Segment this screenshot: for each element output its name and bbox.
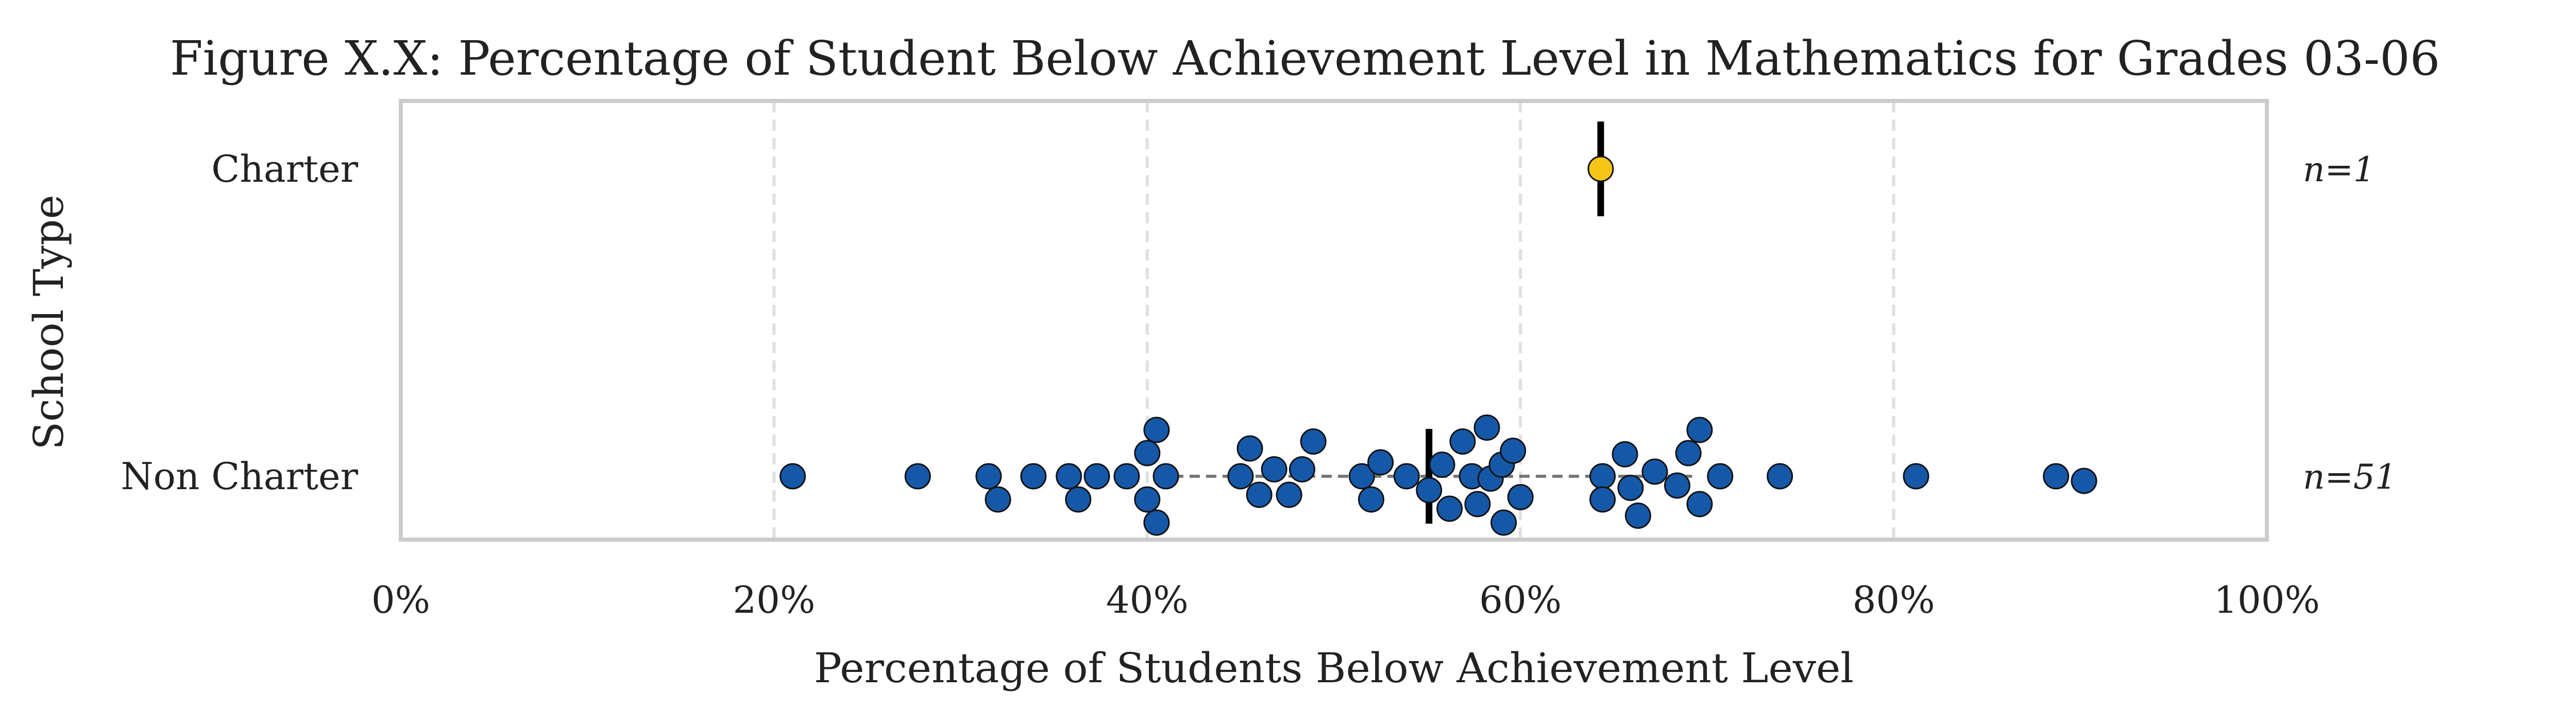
x-tick-label: 100% <box>2214 578 2320 621</box>
data-point <box>1612 441 1638 468</box>
data-points <box>779 155 2097 536</box>
x-tick-label: 80% <box>1853 578 1935 621</box>
n-label: n=51 <box>2303 457 2397 497</box>
data-point <box>1143 417 1170 443</box>
data-point <box>1289 456 1315 482</box>
data-point <box>1246 481 1273 508</box>
data-point <box>1490 509 1517 536</box>
data-point <box>1153 463 1179 490</box>
x-tick-labels: 0% 20% 40% 60% 80% 100% <box>371 578 2320 621</box>
data-point <box>1348 463 1375 490</box>
data-point <box>1393 463 1420 490</box>
data-point <box>1367 449 1394 476</box>
data-point <box>1675 440 1702 466</box>
data-point <box>1617 475 1644 501</box>
data-point <box>985 486 1011 513</box>
data-point <box>1083 463 1110 490</box>
data-point <box>1436 495 1463 522</box>
y-tick-labels: Charter Non Charter <box>121 147 359 498</box>
x-tick-label: 20% <box>733 578 815 621</box>
y-tick-label: Charter <box>211 147 358 191</box>
data-point <box>779 463 806 490</box>
data-point <box>1624 503 1651 529</box>
data-point <box>1134 486 1161 513</box>
data-point <box>1261 456 1287 482</box>
x-tick-label: 60% <box>1479 578 1562 621</box>
data-point <box>1589 486 1616 513</box>
x-axis-label: Percentage of Students Below Achievement… <box>814 644 1854 692</box>
data-point <box>1227 463 1254 490</box>
data-point <box>1056 463 1082 490</box>
n-labels: n=1 n=51 <box>2303 150 2397 497</box>
data-point <box>1507 484 1534 510</box>
chart-title: Figure X.X: Percentage of Student Below … <box>170 31 2440 86</box>
data-point <box>1416 477 1443 504</box>
data-point <box>1236 435 1263 462</box>
data-point <box>1065 486 1092 513</box>
data-point <box>1300 428 1327 455</box>
n-label: n=1 <box>2303 150 2375 189</box>
y-axis-label: School Type <box>25 195 73 450</box>
data-point <box>1464 491 1491 517</box>
data-point <box>1276 481 1302 508</box>
data-point <box>1449 428 1476 455</box>
data-point <box>1589 463 1616 490</box>
data-point <box>975 463 1002 490</box>
data-point <box>1587 155 1614 182</box>
data-point <box>1020 463 1047 490</box>
data-point <box>1500 438 1527 464</box>
data-point <box>2071 468 2097 494</box>
data-point <box>1113 463 1140 490</box>
data-point <box>1358 486 1384 513</box>
data-point <box>1134 440 1161 466</box>
data-point <box>1641 458 1668 485</box>
data-point <box>1143 509 1170 536</box>
data-point <box>2043 463 2070 490</box>
plot-frame <box>399 99 2269 542</box>
x-tick-label: 40% <box>1106 578 1189 621</box>
data-point <box>1429 452 1455 478</box>
x-tick-label: 0% <box>371 578 430 621</box>
y-tick-label: Non Charter <box>121 455 359 498</box>
data-point <box>1686 417 1713 443</box>
data-point <box>1473 414 1500 441</box>
data-point <box>1707 463 1734 490</box>
data-point <box>904 463 931 490</box>
data-point <box>1903 463 1929 490</box>
data-point <box>1664 472 1690 499</box>
data-point <box>1767 463 1793 490</box>
data-point <box>1686 491 1713 517</box>
